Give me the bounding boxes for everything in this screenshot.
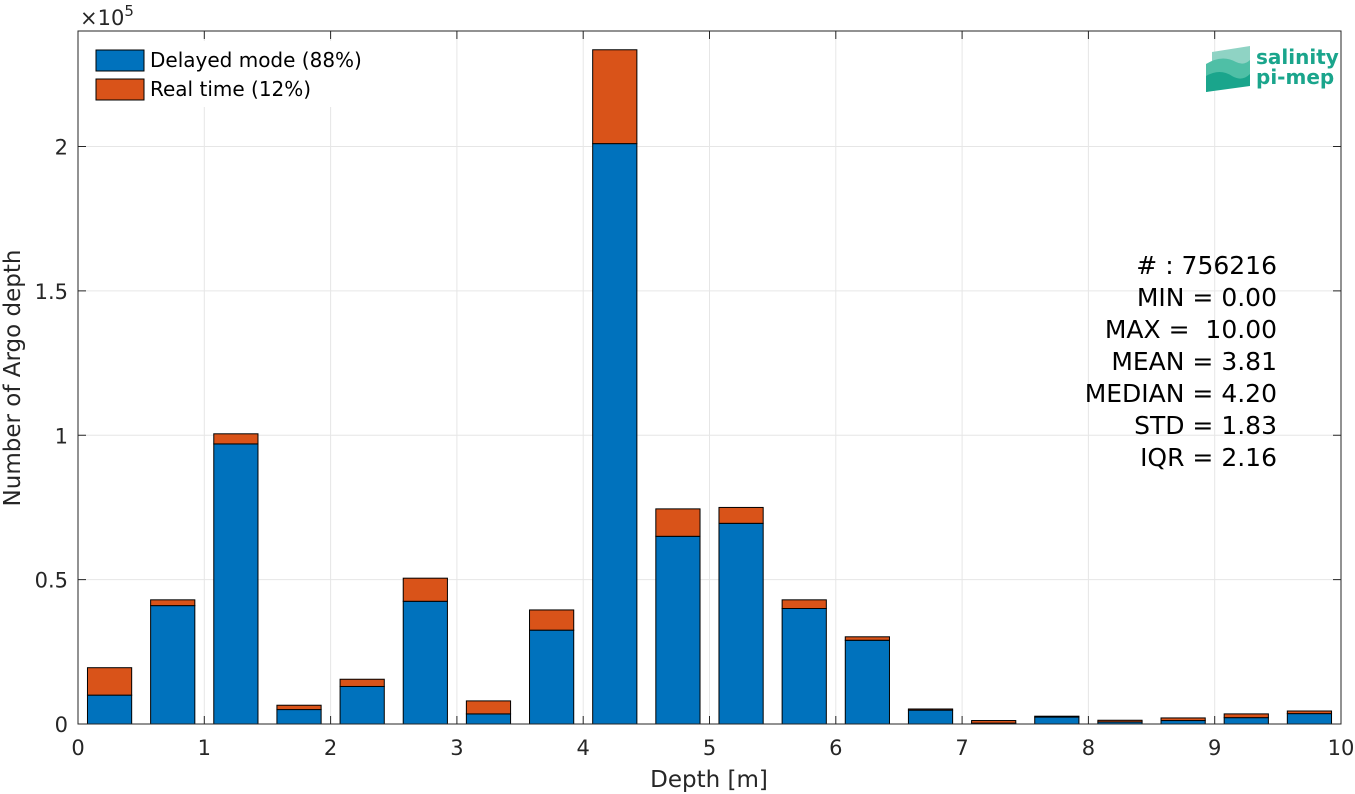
bar-real-time xyxy=(1034,715,1080,718)
bar-delayed-mode xyxy=(150,605,196,725)
stat-mean: MEAN = 3.81 xyxy=(1111,347,1277,376)
bar-delayed-mode xyxy=(1286,713,1333,725)
logo-wave-icon xyxy=(1206,46,1250,92)
bars-group xyxy=(86,49,1333,725)
salinity-pi-mep-logo: salinity pi-mep xyxy=(1206,45,1339,92)
bar-delayed-mode xyxy=(655,535,701,725)
legend-swatch-realtime xyxy=(95,78,145,101)
bar-real-time xyxy=(844,636,890,641)
bar-delayed-mode xyxy=(465,713,512,725)
bar-delayed-mode xyxy=(718,522,764,725)
x-tick-label: 2 xyxy=(324,736,337,760)
bar-real-time xyxy=(150,599,196,607)
y-tick-label: 0 xyxy=(55,713,68,737)
x-axis-ticks: 0 1 2 3 4 5 6 7 8 9 10 xyxy=(71,31,1354,760)
bar-real-time xyxy=(465,700,512,715)
x-tick-label: 4 xyxy=(577,736,590,760)
bar-real-time xyxy=(213,433,259,445)
bar-real-time xyxy=(592,49,638,145)
bar-real-time xyxy=(276,704,322,711)
x-tick-label: 1 xyxy=(198,736,211,760)
bar-delayed-mode xyxy=(529,629,575,725)
x-tick-label: 3 xyxy=(450,736,463,760)
legend-label-realtime: Real time (12%) xyxy=(150,77,311,101)
stat-iqr: IQR = 2.16 xyxy=(1140,443,1277,472)
bar-delayed-mode xyxy=(276,709,322,725)
y-axis-title: Number of Argo depth xyxy=(0,250,26,507)
stat-max: MAX = 10.00 xyxy=(1105,315,1277,344)
bar-real-time xyxy=(402,577,448,602)
bar-real-time xyxy=(907,708,954,711)
y-axis-ticks: 0 0.5 1 1.5 2 xyxy=(35,136,1341,737)
bar-delayed-mode xyxy=(844,639,890,725)
x-tick-label: 9 xyxy=(1208,736,1221,760)
bar-real-time xyxy=(529,609,575,631)
bar-real-time xyxy=(718,506,764,524)
statistics-annotation: # : 756216 MIN = 0.00 MAX = 10.00 MEAN =… xyxy=(1085,251,1277,472)
bar-delayed-mode xyxy=(339,685,385,725)
legend-label-delayed: Delayed mode (88%) xyxy=(150,48,362,72)
bar-real-time xyxy=(655,508,701,537)
y-exponent-label: ×105 xyxy=(80,2,134,30)
x-tick-label: 7 xyxy=(955,736,968,760)
grid-lines xyxy=(78,31,1341,724)
bar-delayed-mode xyxy=(86,694,133,725)
y-tick-label: 2 xyxy=(55,136,68,160)
bar-real-time xyxy=(86,667,133,696)
x-tick-label: 8 xyxy=(1082,736,1095,760)
bar-delayed-mode xyxy=(213,443,259,725)
y-tick-label: 1 xyxy=(55,424,68,448)
stat-count: # : 756216 xyxy=(1136,251,1277,280)
legend: Delayed mode (88%) Real time (12%) xyxy=(86,41,386,107)
bar-delayed-mode xyxy=(907,709,954,725)
stat-std: STD = 1.83 xyxy=(1134,411,1277,440)
bar-real-time xyxy=(1223,713,1269,719)
bar-real-time xyxy=(971,720,1017,724)
stat-median: MEDIAN = 4.20 xyxy=(1085,379,1277,408)
bar-delayed-mode xyxy=(592,143,638,725)
bar-delayed-mode xyxy=(781,608,827,725)
x-tick-label: 0 xyxy=(71,736,84,760)
logo-text-pi-mep: pi-mep xyxy=(1256,65,1334,89)
bar-delayed-mode xyxy=(402,600,448,725)
bar-real-time xyxy=(781,599,827,610)
bar-real-time xyxy=(1097,719,1143,723)
x-tick-label: 5 xyxy=(703,736,716,760)
stat-min: MIN = 0.00 xyxy=(1137,283,1277,312)
bar-delayed-mode xyxy=(1034,716,1080,725)
bar-delayed-mode xyxy=(1160,720,1206,725)
y-tick-label: 0.5 xyxy=(35,569,68,593)
bar-real-time xyxy=(339,678,385,687)
bar-real-time xyxy=(1286,710,1333,715)
x-axis-title: Depth [m] xyxy=(650,767,768,793)
bar-delayed-mode xyxy=(1223,717,1269,725)
legend-swatch-delayed xyxy=(95,49,145,72)
x-tick-label: 10 xyxy=(1328,736,1355,760)
logo-text-salinity: salinity xyxy=(1256,45,1339,69)
x-tick-label: 6 xyxy=(829,736,842,760)
bar-real-time xyxy=(1160,717,1206,722)
y-tick-label: 1.5 xyxy=(35,280,68,304)
y-exponent-power: 5 xyxy=(124,2,134,20)
